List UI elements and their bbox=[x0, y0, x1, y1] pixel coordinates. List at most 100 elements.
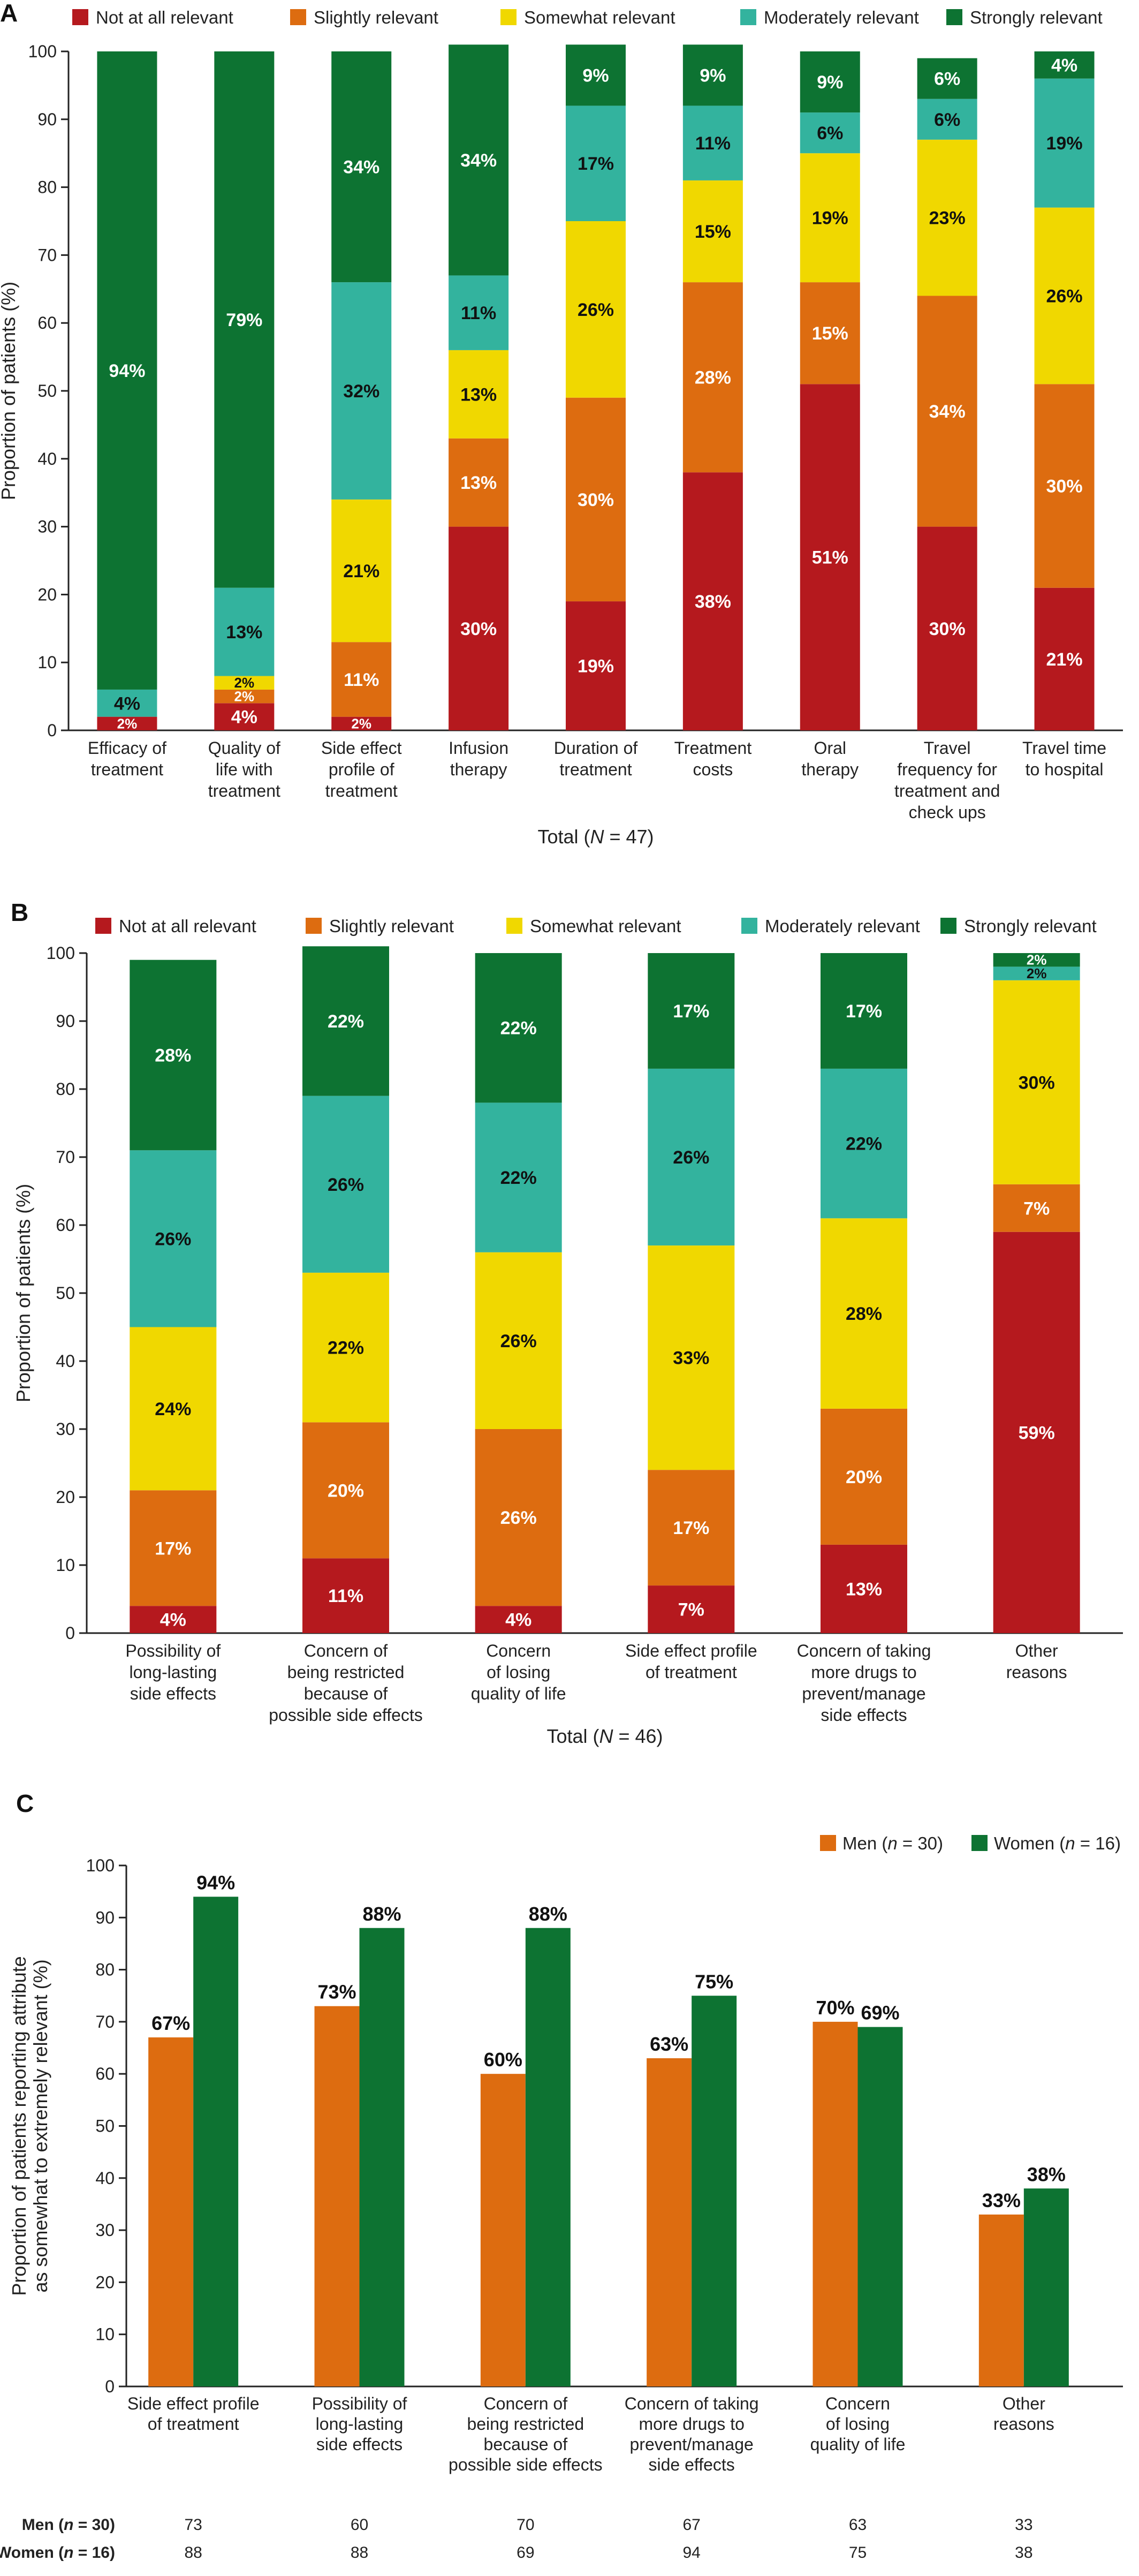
data-label: 70% bbox=[816, 1997, 854, 2019]
data-label: 30% bbox=[460, 619, 497, 639]
bar-segment bbox=[993, 966, 1080, 980]
data-label: 6% bbox=[817, 123, 843, 143]
bar-segment bbox=[214, 689, 275, 704]
bar-segment bbox=[331, 282, 392, 500]
bar-segment bbox=[475, 1252, 562, 1429]
panel-a-chart: A Not at all relevant Slightly relevant Som… bbox=[0, 0, 1123, 848]
x-tick-label: Treatment bbox=[674, 738, 752, 758]
bar bbox=[480, 2074, 526, 2386]
bar-segment bbox=[648, 1585, 735, 1633]
x-tick-label: long-lasting bbox=[130, 1663, 217, 1682]
data-label: 4% bbox=[1051, 55, 1077, 75]
x-tick-label: more drugs to bbox=[639, 2414, 744, 2434]
y-tick-label: 30 bbox=[95, 2220, 115, 2240]
y-axis-label: Proportion of patients (%) bbox=[0, 282, 19, 500]
data-label: 28% bbox=[846, 1304, 882, 1324]
y-tick-label: 60 bbox=[37, 313, 57, 333]
legend-swatch bbox=[95, 918, 111, 934]
legend-swatch bbox=[820, 1835, 836, 1851]
y-tick-label: 100 bbox=[47, 943, 75, 963]
y-tick-label: 50 bbox=[37, 381, 57, 401]
bar-segment bbox=[566, 105, 626, 221]
y-tick-label: 20 bbox=[95, 2272, 115, 2292]
data-label: 26% bbox=[155, 1229, 191, 1249]
data-label: 17% bbox=[578, 154, 614, 174]
data-label: 34% bbox=[460, 150, 497, 171]
data-label: 38% bbox=[1027, 2163, 1066, 2185]
y-tick-label: 20 bbox=[56, 1487, 75, 1507]
data-label: 22% bbox=[846, 1134, 882, 1154]
bar-segment bbox=[214, 703, 275, 730]
bar-segment bbox=[302, 1422, 389, 1559]
panel-letter: A bbox=[0, 0, 18, 27]
y-tick-label: 80 bbox=[56, 1079, 75, 1099]
x-tick-label: Duration of bbox=[554, 738, 638, 758]
bar-segment bbox=[1034, 384, 1095, 588]
table-cell: 33 bbox=[1015, 2516, 1032, 2534]
data-label: 13% bbox=[460, 473, 497, 493]
table-row-label: Men (n = 30) bbox=[22, 2516, 115, 2534]
data-label: 38% bbox=[695, 592, 731, 612]
y-tick-label: 60 bbox=[95, 2064, 115, 2083]
x-tick-label: side effects bbox=[821, 1705, 907, 1725]
bar-segment bbox=[130, 1150, 217, 1327]
data-label: 2% bbox=[117, 715, 138, 731]
x-tick-label: side effects bbox=[130, 1684, 216, 1703]
bar-segment bbox=[302, 1558, 389, 1633]
table-cell: 94 bbox=[682, 2544, 700, 2562]
legend-label: Slightly relevant bbox=[329, 916, 454, 936]
bar-segment bbox=[566, 601, 626, 730]
x-tick-label: of treatment bbox=[148, 2414, 239, 2434]
data-label: 20% bbox=[846, 1467, 882, 1487]
x-tick-label: Quality of bbox=[208, 738, 280, 758]
bar-segment bbox=[475, 1606, 562, 1633]
bar-segment bbox=[917, 526, 977, 730]
bar-segment bbox=[917, 296, 977, 527]
bar-segment bbox=[993, 1232, 1080, 1633]
y-tick-label: 0 bbox=[105, 2377, 115, 2396]
bar bbox=[692, 1996, 737, 2386]
y-axis-label: Proportion of patients (%) bbox=[12, 1184, 34, 1402]
bar-segment bbox=[331, 51, 392, 283]
legend-swatch bbox=[306, 918, 322, 934]
legend-swatch bbox=[500, 9, 517, 25]
x-tick-label: Side effect profile bbox=[625, 1641, 757, 1660]
panel-letter: C bbox=[16, 1789, 34, 1817]
bar-segment bbox=[682, 44, 743, 106]
data-label: 26% bbox=[328, 1175, 364, 1195]
bar-segment bbox=[821, 953, 907, 1069]
data-label: 6% bbox=[934, 110, 960, 130]
bar-segment bbox=[475, 953, 562, 1103]
bar bbox=[359, 1928, 405, 2386]
bar-segment bbox=[800, 384, 860, 730]
legend-swatch bbox=[741, 918, 757, 934]
data-label: 22% bbox=[500, 1018, 537, 1039]
legend-label: Women (n = 16) bbox=[994, 1833, 1121, 1853]
x-tick-label: Side effect bbox=[321, 738, 402, 758]
x-tick-label: Side effect profile bbox=[127, 2394, 260, 2413]
bar-segment bbox=[682, 105, 743, 180]
data-label: 67% bbox=[151, 2012, 190, 2034]
legend-label: Men (n = 30) bbox=[842, 1833, 943, 1853]
data-label: 13% bbox=[226, 622, 262, 643]
data-label: 2% bbox=[234, 675, 255, 691]
y-axis-label: Proportion of patients reporting attribu… bbox=[8, 1956, 30, 2295]
bar-segment bbox=[214, 676, 275, 690]
bar bbox=[525, 1928, 571, 2386]
legend-swatch bbox=[740, 9, 756, 25]
data-label: 13% bbox=[460, 384, 497, 405]
data-label: 2% bbox=[1027, 965, 1047, 981]
data-label: 79% bbox=[226, 310, 262, 330]
panel-b-chart: B Not at all relevant Slightly relevant Som… bbox=[11, 898, 1123, 1747]
bar bbox=[314, 2006, 360, 2386]
x-tick-label: being restricted bbox=[467, 2414, 584, 2434]
data-label: 60% bbox=[484, 2049, 522, 2071]
data-label: 17% bbox=[846, 1001, 882, 1022]
data-label: 94% bbox=[109, 361, 145, 381]
x-tick-label: reasons bbox=[1006, 1663, 1067, 1682]
data-label: 17% bbox=[155, 1538, 191, 1559]
data-label: 17% bbox=[673, 1001, 709, 1022]
x-tick-label: possible side effects bbox=[449, 2455, 603, 2474]
bar-segment bbox=[917, 139, 977, 296]
